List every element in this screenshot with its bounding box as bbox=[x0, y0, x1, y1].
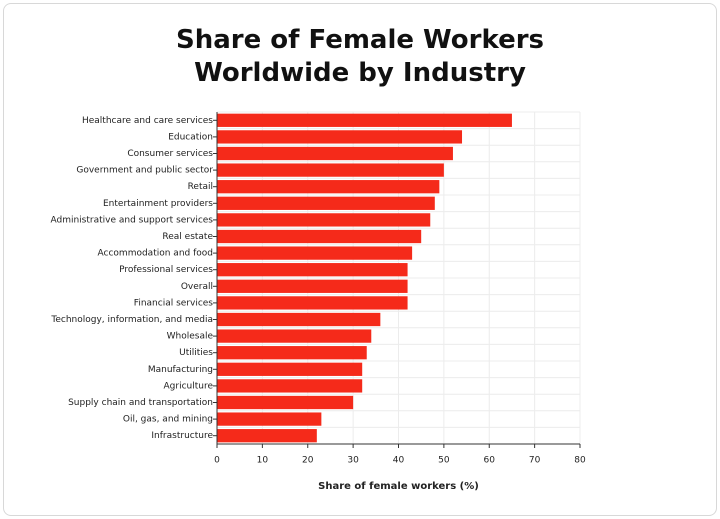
chart-title: Share of Female Workers Worldwide by Ind… bbox=[175, 25, 545, 88]
x-tick-label: 20 bbox=[302, 456, 314, 466]
x-tick-label: 10 bbox=[257, 456, 269, 466]
bar bbox=[217, 395, 354, 410]
y-tick-label: Infrastructure bbox=[151, 431, 213, 441]
x-tick-label: 80 bbox=[574, 456, 586, 466]
x-tick-label: 40 bbox=[393, 456, 405, 466]
bar bbox=[217, 246, 413, 260]
x-tick-label: 60 bbox=[484, 456, 496, 466]
bar bbox=[217, 362, 363, 376]
y-tick-label: Real estate bbox=[162, 232, 213, 242]
y-tick-label: Education bbox=[168, 132, 213, 142]
y-tick-label: Utilities bbox=[179, 348, 213, 358]
frame bbox=[3, 3, 717, 516]
bar bbox=[217, 113, 512, 127]
y-tick-label: Overall bbox=[181, 282, 213, 292]
y-tick-label: Retail bbox=[188, 182, 213, 192]
bar bbox=[217, 312, 381, 327]
y-tick-label: Accommodation and food bbox=[98, 249, 213, 259]
bar bbox=[217, 213, 431, 227]
y-tick-label: Administrative and support services bbox=[50, 215, 213, 225]
bar bbox=[217, 412, 322, 426]
y-tick-label: Financial services bbox=[134, 298, 214, 308]
y-tick-label: Government and public sector bbox=[76, 166, 213, 176]
y-tick-label: Supply chain and transportation bbox=[68, 398, 213, 408]
bar bbox=[217, 429, 317, 443]
bar bbox=[217, 163, 444, 177]
y-tick-label: Wholesale bbox=[167, 332, 214, 342]
x-tick-label: 30 bbox=[347, 456, 359, 466]
x-tick-label: 50 bbox=[438, 456, 450, 466]
bar bbox=[217, 146, 453, 161]
x-axis-label: Share of female workers (%) bbox=[318, 481, 479, 492]
y-tick-label: Technology, information, and media bbox=[50, 315, 213, 325]
y-tick-label: Consumer services bbox=[127, 149, 213, 159]
y-tick-label: Professional services bbox=[119, 265, 213, 275]
bar bbox=[217, 329, 372, 343]
x-tick-label: 0 bbox=[214, 456, 220, 466]
y-tick-label: Agriculture bbox=[164, 381, 214, 391]
bar bbox=[217, 279, 408, 293]
bar bbox=[217, 196, 435, 210]
bar bbox=[217, 379, 363, 393]
bar bbox=[217, 130, 463, 144]
y-tick-label: Manufacturing bbox=[148, 365, 213, 375]
bar bbox=[217, 263, 408, 277]
y-tick-label: Oil, gas, and mining bbox=[123, 415, 213, 425]
bar bbox=[217, 180, 440, 194]
x-tick-label: 70 bbox=[529, 456, 541, 466]
bar bbox=[217, 296, 408, 310]
bar bbox=[217, 346, 367, 360]
y-tick-label: Healthcare and care services bbox=[82, 116, 213, 126]
y-tick-label: Entertainment providers bbox=[103, 199, 213, 209]
bar bbox=[217, 229, 422, 244]
